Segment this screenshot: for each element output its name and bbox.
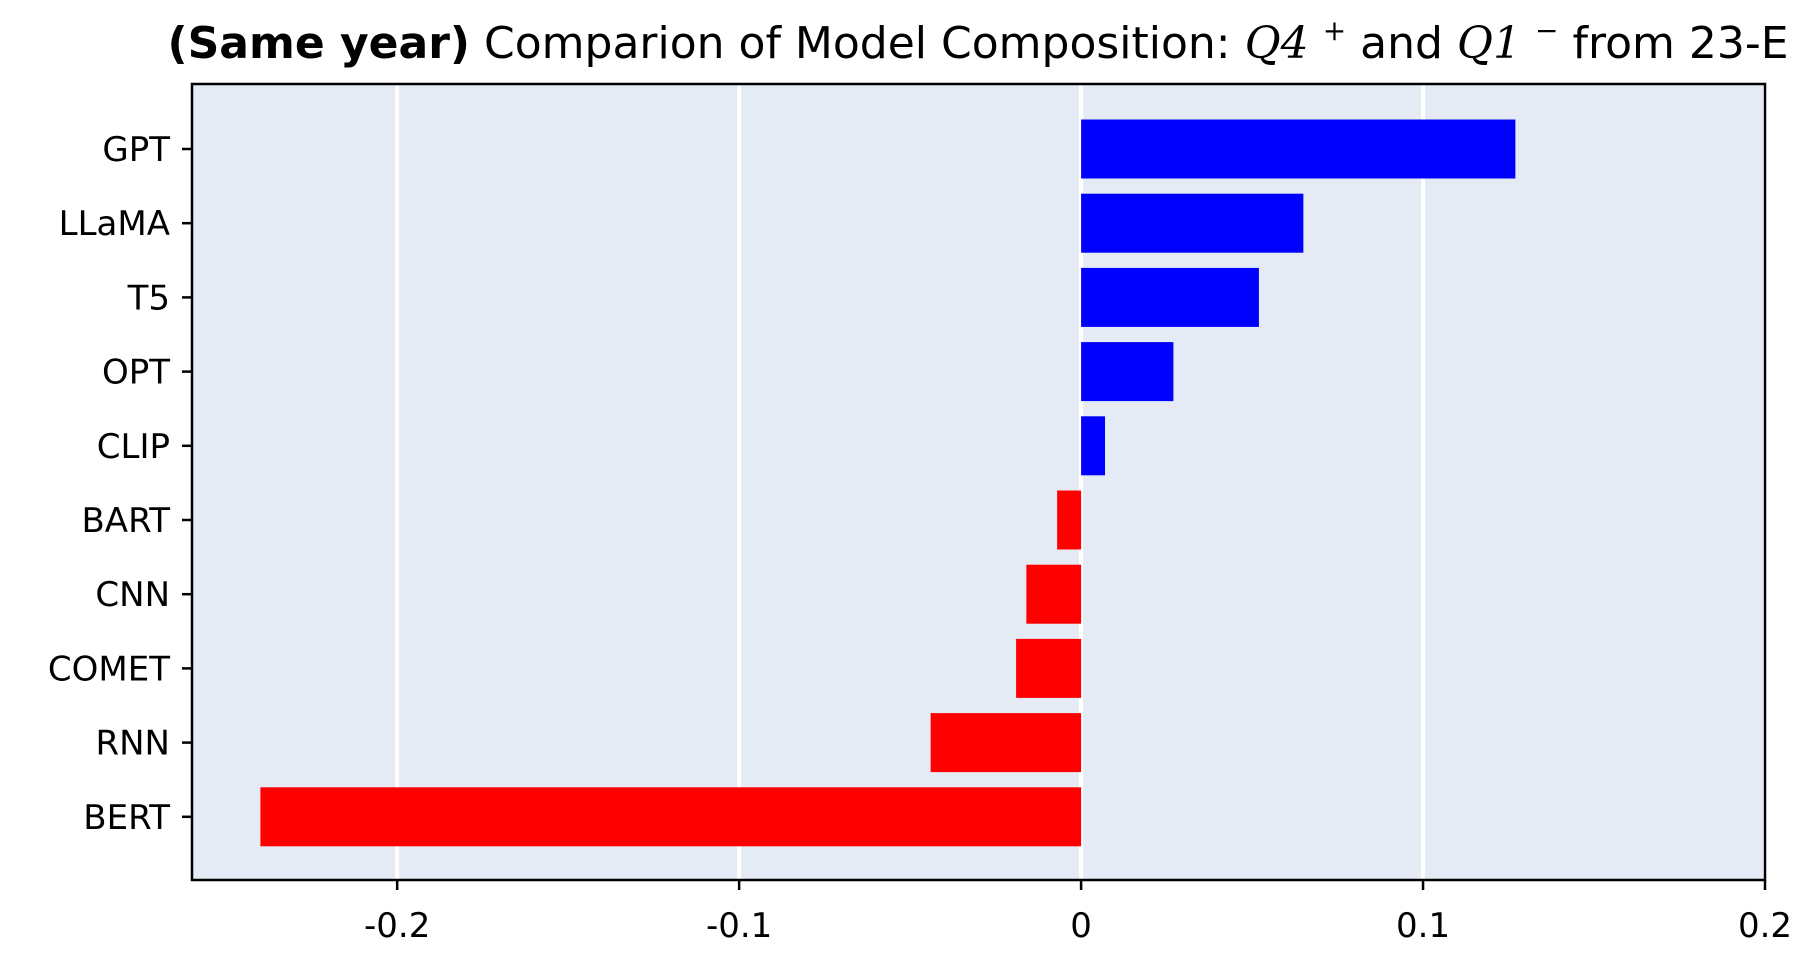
- x-tick-label: 0: [1070, 906, 1092, 946]
- title-text-3: from 23-E: [1572, 18, 1788, 69]
- title-text-2: and: [1360, 18, 1457, 69]
- bar-clip: [1081, 416, 1106, 476]
- bar-llama: [1081, 193, 1304, 253]
- title-q1-sup: −: [1535, 14, 1558, 47]
- title-text-1: Comparion of Model Composition:: [484, 18, 1245, 69]
- title-q4-sup: +: [1323, 14, 1346, 47]
- y-axis: GPT LLaMA T5 OPT CLIP BART CNN COMET RNN BERT: [48, 130, 192, 838]
- y-tick-label: OPT: [102, 353, 170, 393]
- bar-bart: [1057, 490, 1082, 550]
- x-axis: -0.2 -0.1 0 0.1 0.2: [364, 880, 1792, 946]
- y-tick-label: BART: [81, 501, 170, 541]
- bar-bert: [260, 787, 1082, 847]
- bar-opt: [1081, 342, 1174, 402]
- bar-rnn: [930, 713, 1082, 773]
- bar-comet: [1016, 638, 1082, 698]
- y-tick-label: T5: [127, 278, 170, 318]
- title-q4: Q4: [1245, 18, 1309, 69]
- x-tick-label: -0.2: [364, 906, 430, 946]
- y-tick-label: CLIP: [97, 427, 170, 467]
- y-tick-label: LLaMA: [59, 204, 170, 244]
- bar-t5: [1081, 267, 1259, 327]
- bar-cnn: [1026, 564, 1082, 624]
- title-bold: (Same year): [167, 18, 470, 69]
- chart-title: (Same year) Comparion of Model Compositi…: [167, 0, 1788, 69]
- y-tick-label: CNN: [95, 575, 170, 615]
- bar-gpt: [1081, 119, 1516, 179]
- y-tick-label: COMET: [48, 649, 170, 689]
- y-tick-label: RNN: [96, 724, 171, 764]
- x-tick-label: -0.1: [706, 906, 772, 946]
- title-q1: Q1: [1457, 18, 1521, 69]
- plot-frame: [190, 82, 1767, 882]
- y-tick-label: BERT: [83, 798, 170, 838]
- x-tick-label: 0.2: [1738, 906, 1792, 946]
- y-tick-label: GPT: [102, 130, 170, 170]
- bars: [260, 119, 1516, 847]
- x-tick-label: 0.1: [1396, 906, 1450, 946]
